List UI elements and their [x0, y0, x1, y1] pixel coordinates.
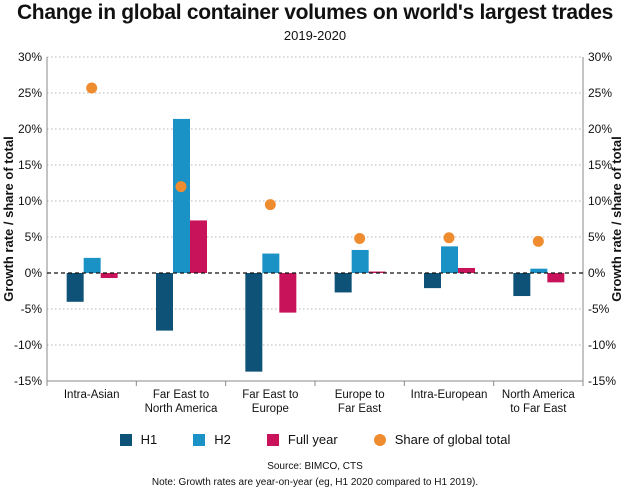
- y-tick-label-left: -10%: [14, 338, 42, 352]
- chart-subtitle: 2019-2020: [283, 28, 347, 43]
- x-tick-label: Europe to: [335, 389, 385, 401]
- chart-legend: H1 H2 Full year Share of global total: [0, 432, 630, 447]
- bar-full-year: [100, 273, 118, 279]
- y-tick-label-left: 5%: [25, 230, 43, 244]
- legend-item-share[interactable]: Share of global total: [373, 432, 511, 447]
- share-point: [86, 82, 98, 94]
- y-tick-label-right: -5%: [588, 302, 610, 316]
- x-tick-label: Europe: [252, 403, 289, 415]
- legend-label-full-year: Full year: [287, 432, 338, 447]
- bar-h2: [262, 253, 280, 273]
- y-tick-label-left: 25%: [18, 86, 42, 100]
- share-point: [354, 232, 366, 244]
- legend-item-h1[interactable]: H1: [119, 432, 158, 447]
- bar-h1: [513, 273, 531, 297]
- y-tick-label-right: 15%: [588, 158, 612, 172]
- y-tick-label-right: 20%: [588, 122, 612, 136]
- legend-label-h2: H2: [214, 432, 231, 447]
- y-tick-label-left: -5%: [21, 302, 43, 316]
- y-tick-label-right: -10%: [588, 338, 616, 352]
- legend-swatch-h2: [193, 433, 206, 446]
- bar-full-year: [279, 273, 297, 313]
- y-tick-label-right: 10%: [588, 194, 612, 208]
- bar-h1: [156, 273, 173, 331]
- bar-h1: [424, 273, 441, 289]
- y-tick-label-right: 5%: [588, 230, 606, 244]
- y-tick-label-left: 20%: [18, 122, 42, 136]
- legend-swatch-full-year: [266, 433, 279, 446]
- share-point: [175, 181, 187, 193]
- y-tick-label-right: 0%: [588, 266, 606, 280]
- legend-swatch-h1: [119, 433, 132, 446]
- y-tick-label-right: 25%: [588, 86, 612, 100]
- bar-h2: [83, 257, 101, 273]
- x-tick-label: Far East: [338, 403, 382, 415]
- chart-title: Change in global container volumes on wo…: [16, 1, 614, 24]
- x-tick-label: Far East to: [242, 389, 298, 401]
- bar-full-year: [547, 273, 565, 283]
- legend-label-share: Share of global total: [394, 432, 511, 447]
- x-tick-label: to Far East: [510, 403, 567, 415]
- y-tick-label-right: 30%: [588, 50, 612, 64]
- share-point: [443, 232, 455, 244]
- y-tick-label-left: 15%: [18, 158, 42, 172]
- footnote: Note: Growth rates are year-on-year (eg,…: [151, 477, 479, 488]
- x-tick-label: Far East to: [153, 389, 209, 401]
- bar-h2: [530, 268, 548, 273]
- x-tick-label: Intra-Asian: [64, 389, 120, 401]
- legend-item-full-year[interactable]: Full year: [266, 432, 338, 447]
- y-tick-label-right: -15%: [588, 374, 616, 388]
- y-axis-title-right: Growth rate / share of total: [609, 136, 624, 301]
- x-tick-label: North America: [145, 403, 218, 415]
- bar-full-year: [190, 220, 207, 273]
- source-note: Source: BIMCO, CTS: [267, 461, 363, 472]
- x-tick-label: Intra-European: [411, 389, 488, 401]
- bar-h2: [351, 249, 369, 273]
- legend-label-h1: H1: [140, 432, 158, 447]
- y-tick-label-left: -15%: [14, 374, 42, 388]
- x-tick-label: North America: [502, 389, 575, 401]
- y-tick-label-left: 0%: [25, 266, 43, 280]
- share-point: [264, 199, 276, 211]
- bar-full-year: [368, 271, 386, 273]
- y-tick-label-left: 30%: [18, 50, 42, 64]
- legend-dot-share: [373, 433, 386, 446]
- bar-full-year: [458, 267, 475, 273]
- share-point: [532, 235, 544, 247]
- y-tick-label-left: 10%: [18, 194, 42, 208]
- bar-h2: [441, 246, 458, 273]
- y-axis-title-left: Growth rate / share of total: [1, 136, 16, 301]
- bar-h1: [245, 273, 263, 372]
- legend-item-h2[interactable]: H2: [193, 432, 231, 447]
- bar-h1: [334, 273, 352, 293]
- bar-h1: [66, 273, 84, 302]
- bar-h2: [173, 118, 190, 273]
